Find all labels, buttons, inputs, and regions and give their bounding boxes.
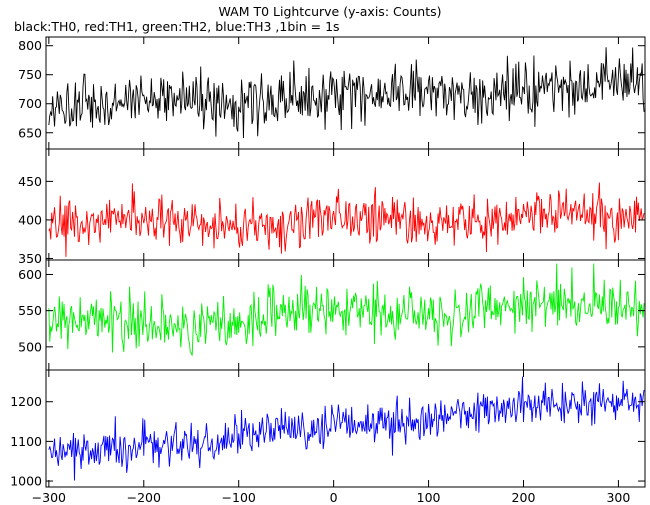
y-tick-label: 450 <box>18 174 42 189</box>
y-tick-label: 1200 <box>10 394 42 409</box>
series-line-th3 <box>48 376 645 481</box>
y-tick-label: 800 <box>18 38 42 53</box>
panel-th0: 650 700 750 800 <box>18 36 646 150</box>
panel-th3: 1000 1100 1200 <box>10 369 646 489</box>
panel-th1: 350 400 450 <box>18 148 646 266</box>
y-tick-label: 750 <box>18 67 42 82</box>
series-line-th0 <box>48 47 645 139</box>
y-tick-label: 650 <box>18 125 42 140</box>
y-tick-label: 1000 <box>10 474 42 489</box>
y-tick-label: 600 <box>18 267 42 282</box>
y-tick-label: 400 <box>18 212 42 227</box>
y-tick-label: 700 <box>18 96 42 111</box>
x-tick-label: 200 <box>512 490 536 505</box>
series-line-th1 <box>48 182 645 257</box>
x-tick-label: 0 <box>330 490 338 505</box>
chart-title: WAM T0 Lightcurve (y-axis: Counts) <box>218 4 441 19</box>
y-tick-label: 1100 <box>10 434 42 449</box>
panel-th2: 500 550 600 <box>18 259 646 371</box>
y-tick-label: 550 <box>18 303 42 318</box>
x-tick-label: 300 <box>606 490 630 505</box>
panels-group: 6507007508003504004505005506001000110012… <box>10 36 646 505</box>
series-line-th2 <box>48 263 645 356</box>
chart-subtitle: black:TH0, red:TH1, green:TH2, blue:TH3 … <box>14 19 340 34</box>
x-tick-label: −200 <box>127 490 161 505</box>
x-tick-label: −300 <box>32 490 66 505</box>
x-tick-label: 100 <box>417 490 441 505</box>
y-tick-label: 350 <box>18 251 42 266</box>
y-tick-label: 500 <box>18 339 42 354</box>
x-tick-label: −100 <box>222 490 256 505</box>
panel-frame <box>45 369 646 488</box>
